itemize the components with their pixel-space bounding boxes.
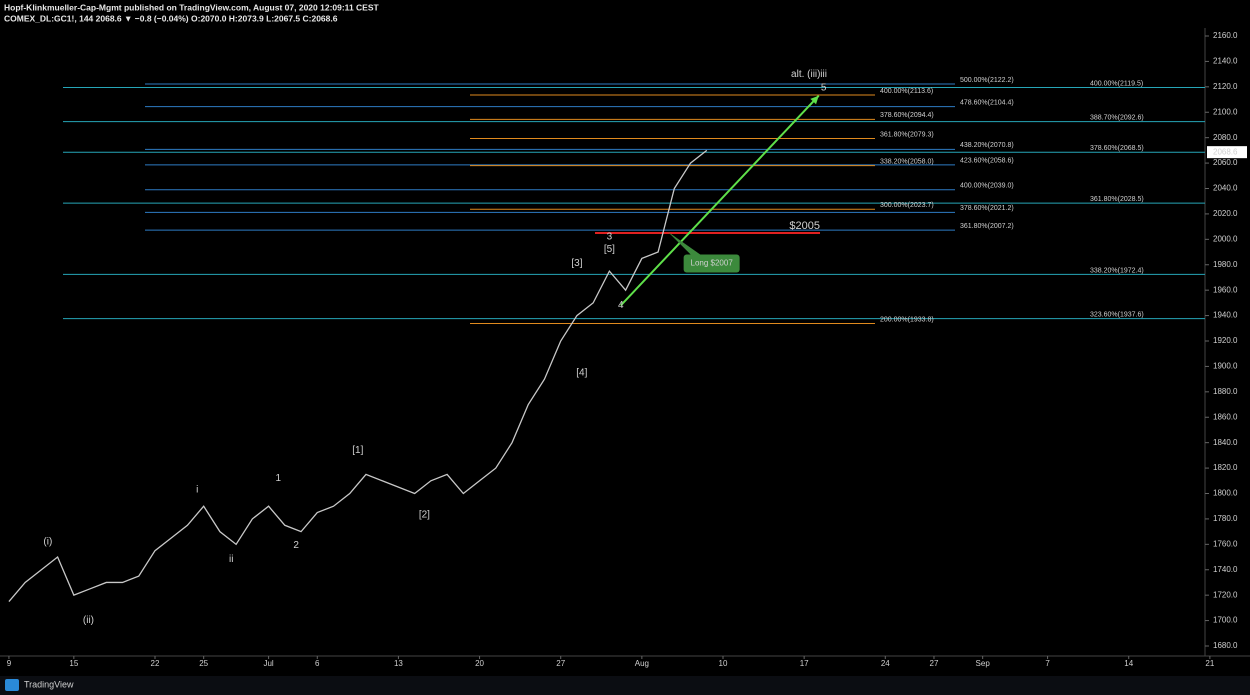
wave-label: alt. (iii) (791, 69, 820, 80)
price-tag-label: 2068.6 (1213, 147, 1238, 156)
y-tick-label: 2120.0 (1213, 82, 1238, 91)
level-label: 361.80%(2007.2) (960, 223, 1014, 230)
callout-pointer (667, 231, 702, 256)
wave-label: ii (229, 554, 233, 565)
price-line (8, 149, 708, 602)
wave-label: [1] (352, 445, 363, 456)
x-tick-label: 25 (199, 659, 208, 668)
level-label: 438.20%(2070.8) (960, 142, 1014, 149)
x-tick-label: Sep (976, 659, 991, 668)
callout-label: Long $2007 (691, 259, 734, 268)
y-tick-label: 2080.0 (1213, 133, 1238, 142)
x-tick-label: 7 (1045, 659, 1050, 668)
level-label: 378.60%(2068.5) (1090, 145, 1144, 152)
x-tick-label: 6 (315, 659, 320, 668)
x-tick-label: 27 (556, 659, 565, 668)
x-tick-label: 10 (719, 659, 728, 668)
y-tick-label: 1900.0 (1213, 362, 1238, 371)
y-tick-label: 2000.0 (1213, 234, 1238, 243)
x-tick-label: 14 (1124, 659, 1133, 668)
x-tick-label: 21 (1205, 659, 1214, 668)
header-symbol: COMEX_DL:GC1!, 144 2068.6 ▼ −0.8 (−0.04%… (4, 13, 338, 23)
x-tick-label: Aug (635, 659, 649, 668)
footer-bar (0, 676, 1250, 695)
y-tick-label: 1960.0 (1213, 285, 1238, 294)
wave-label: 2 (293, 540, 299, 551)
level-label: 338.20%(2058.0) (880, 158, 934, 165)
y-tick-label: 2040.0 (1213, 184, 1238, 193)
wave-label: 5 (821, 83, 827, 94)
level-label: 378.60%(2021.2) (960, 205, 1014, 212)
y-tick-label: 1700.0 (1213, 616, 1238, 625)
x-tick-label: 20 (475, 659, 484, 668)
wave-label: (i) (43, 536, 52, 547)
wave-label: 1 (276, 473, 282, 484)
level-label: 300.00%(2023.7) (880, 202, 934, 209)
footer-brand: TradingView (24, 679, 74, 689)
y-tick-label: 2100.0 (1213, 107, 1238, 116)
wave-label: i (196, 484, 198, 495)
x-tick-label: 17 (800, 659, 809, 668)
wave-label: iii (820, 69, 827, 80)
level-label: 388.70%(2092.6) (1090, 114, 1144, 121)
y-tick-label: 1680.0 (1213, 641, 1238, 650)
x-tick-label: 22 (151, 659, 160, 668)
wave-label: [3] (571, 258, 582, 269)
level-label: 423.60%(2058.6) (960, 158, 1014, 165)
level-label: 400.00%(2039.0) (960, 183, 1014, 190)
level-label: 361.80%(2028.5) (1090, 196, 1144, 203)
y-tick-label: 2160.0 (1213, 31, 1238, 40)
logo (5, 679, 19, 691)
wave-label: 3 (607, 231, 613, 242)
level-label: 400.00%(2119.5) (1090, 80, 1143, 87)
y-tick-label: 1740.0 (1213, 565, 1238, 574)
y-tick-label: 1760.0 (1213, 539, 1238, 548)
arrow-head (810, 95, 819, 105)
x-tick-label: 9 (7, 659, 12, 668)
y-tick-label: 1820.0 (1213, 463, 1238, 472)
y-tick-label: 1720.0 (1213, 590, 1238, 599)
wave-label: [5] (604, 244, 615, 255)
level-label: 500.00%(2122.2) (960, 77, 1014, 84)
level-label: 338.20%(1972.4) (1090, 267, 1144, 274)
y-tick-label: 1780.0 (1213, 514, 1238, 523)
y-tick-label: 1980.0 (1213, 260, 1238, 269)
price-tag (1207, 146, 1247, 159)
y-tick-label: 1840.0 (1213, 438, 1238, 447)
level-label: 478.60%(2104.4) (960, 100, 1014, 107)
y-tick-label: 2020.0 (1213, 209, 1238, 218)
level-label: 378.60%(2094.4) (880, 112, 934, 119)
y-tick-label: 1920.0 (1213, 336, 1238, 345)
level-label: 361.80%(2079.3) (880, 131, 934, 138)
x-tick-label: 13 (394, 659, 403, 668)
x-tick-label: 15 (69, 659, 78, 668)
header-title: Hopf-Klinkmueller-Cap-Mgmt published on … (4, 2, 380, 12)
y-tick-label: 1860.0 (1213, 412, 1238, 421)
support-label: $2005 (789, 220, 820, 232)
wave-label: (ii) (83, 615, 94, 626)
wave-label: [4] (576, 367, 587, 378)
y-tick-label: 1880.0 (1213, 387, 1238, 396)
level-label: 323.60%(1937.6) (1090, 311, 1144, 318)
x-tick-label: Jul (263, 659, 273, 668)
y-tick-label: 1800.0 (1213, 489, 1238, 498)
level-label: 200.00%(1933.8) (880, 316, 934, 323)
y-tick-label: 1940.0 (1213, 311, 1238, 320)
wave-label: 4 (618, 300, 624, 311)
callout-box (683, 254, 740, 273)
arrow (620, 95, 820, 307)
wave-label: [2] (419, 510, 430, 521)
level-label: 400.00%(2113.6) (880, 88, 933, 95)
y-tick-label: 2140.0 (1213, 57, 1238, 66)
y-tick-label: 2060.0 (1213, 158, 1238, 167)
x-tick-label: 24 (881, 659, 890, 668)
x-tick-label: 27 (930, 659, 939, 668)
